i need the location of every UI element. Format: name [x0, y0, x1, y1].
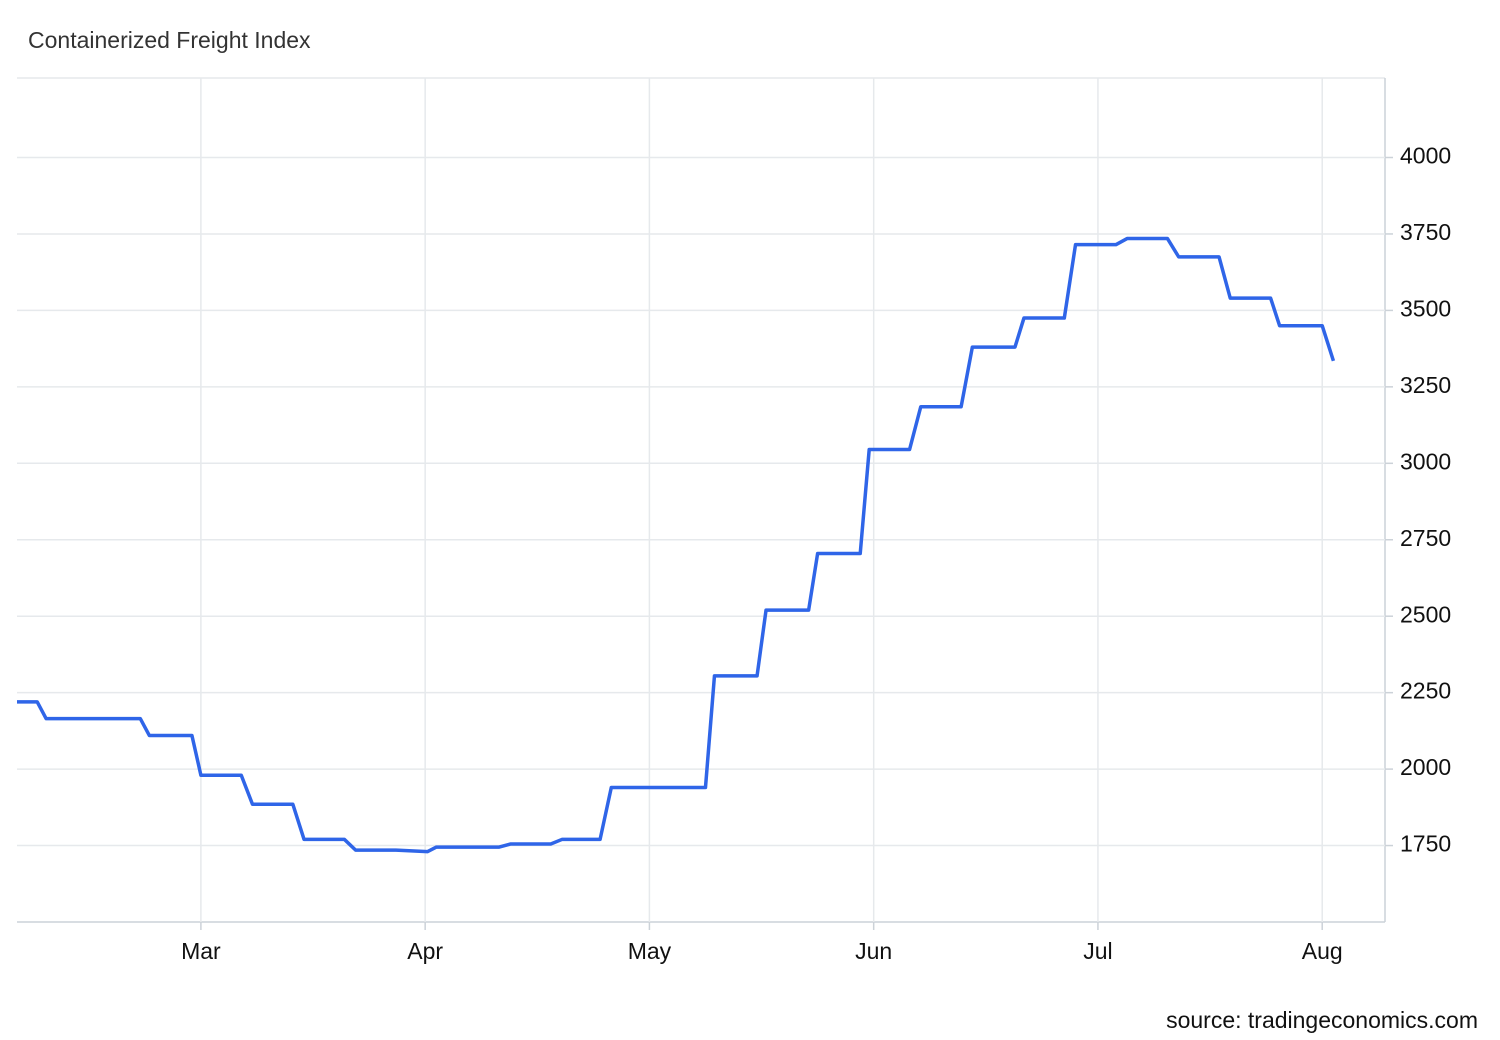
x-tick-label: Aug: [1302, 938, 1343, 964]
data-line: [17, 236, 1336, 854]
x-tick-label: Jul: [1083, 938, 1112, 964]
y-tick-label: 2500: [1400, 601, 1451, 627]
source: source: tradingeconomics.com: [1166, 1007, 1478, 1033]
y-tick-label: 3750: [1400, 219, 1451, 245]
chart-title: Containerized Freight Index: [28, 27, 311, 53]
y-tick-label: 4000: [1400, 143, 1451, 169]
y-tick-label: 2750: [1400, 525, 1451, 551]
x-tick-label: Apr: [407, 938, 443, 964]
y-tick-label: 2250: [1400, 678, 1451, 704]
y-tick-label: 3000: [1400, 448, 1451, 474]
y-tick-label: 3500: [1400, 295, 1451, 321]
y-tick-label: 2000: [1400, 754, 1451, 780]
x-tick-label: May: [628, 938, 672, 964]
y-tick-label: 3250: [1400, 372, 1451, 398]
y-tick-label: 1750: [1400, 831, 1451, 857]
x-tick-label: Mar: [181, 938, 221, 964]
x-tick-label: Jun: [855, 938, 892, 964]
